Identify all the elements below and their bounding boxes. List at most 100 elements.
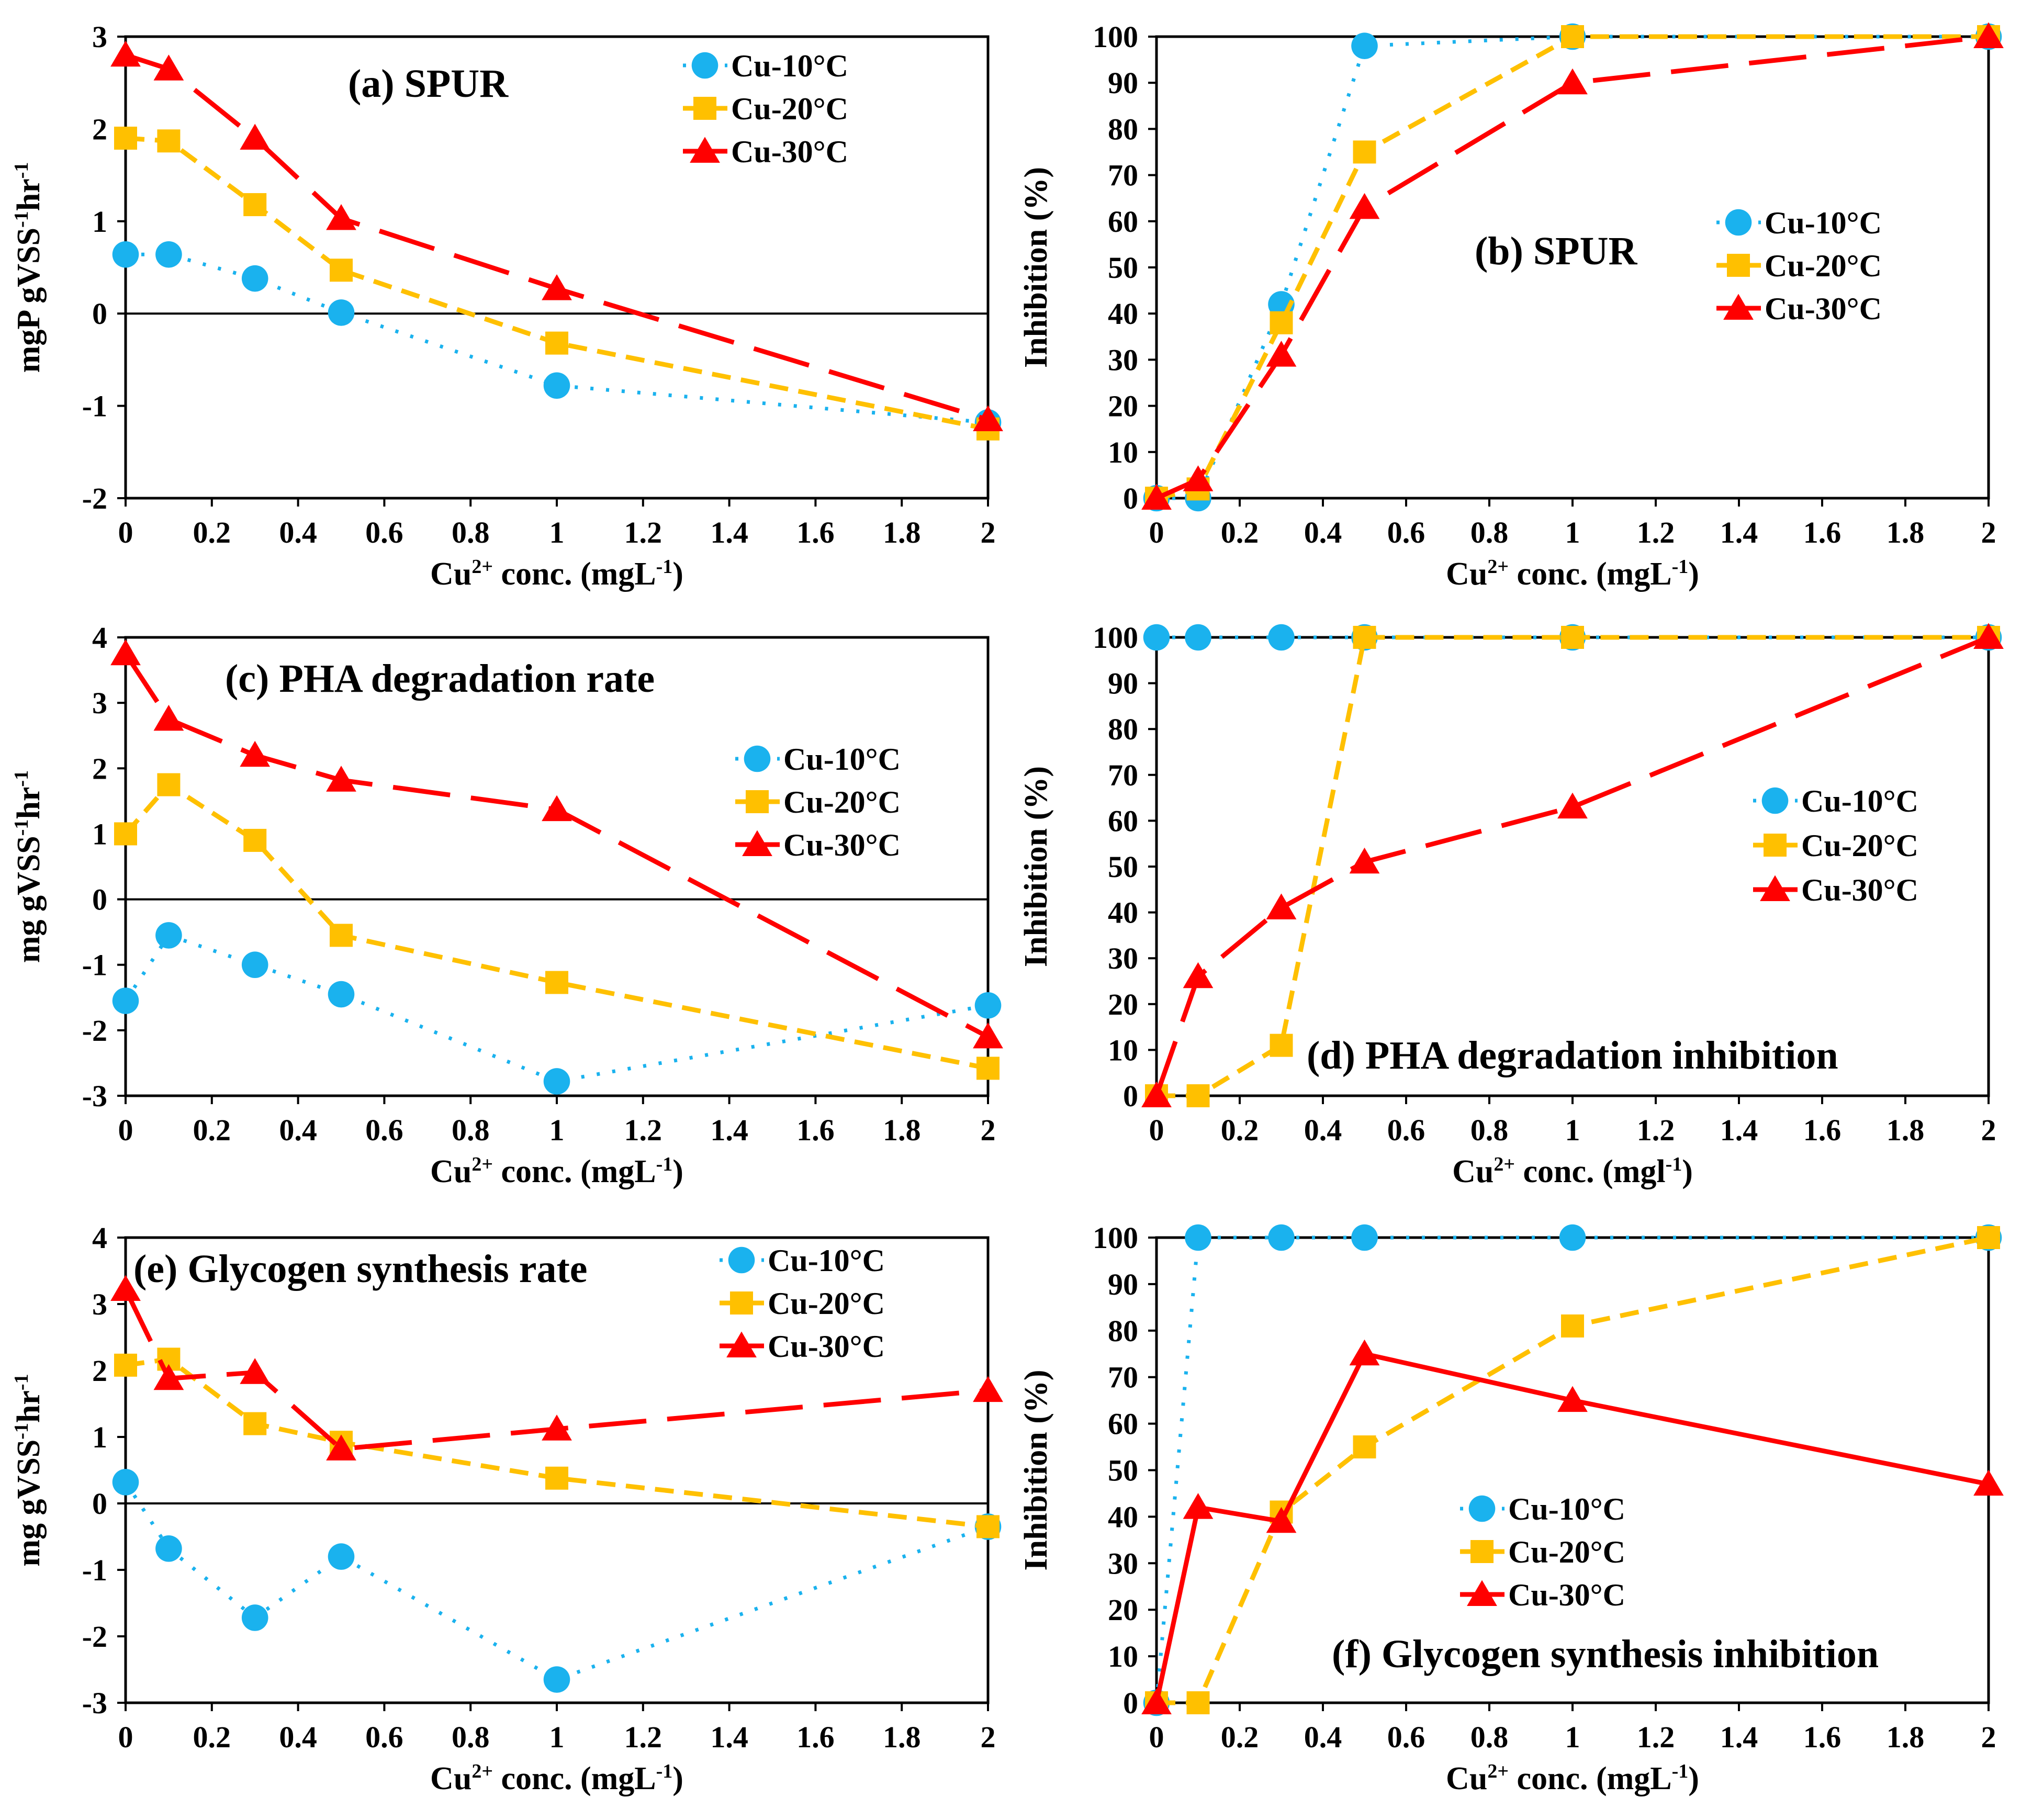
legend-marker	[1467, 1580, 1497, 1606]
data-point-10C	[1351, 1224, 1378, 1251]
y-tick-label: 30	[1108, 1546, 1138, 1580]
x-tick-label: 1.8	[1887, 1720, 1925, 1754]
y-tick-label: 2	[92, 751, 107, 785]
x-tick-label: 1.4	[710, 1113, 748, 1147]
y-axis-label: Inhibition (%)	[1018, 167, 1054, 368]
data-point-20C	[157, 129, 181, 153]
x-tick-label: 0.4	[279, 1113, 317, 1147]
legend-label: Cu-30°C	[1801, 873, 1918, 907]
legend-marker	[1764, 834, 1787, 857]
y-tick-label: 50	[1108, 1454, 1138, 1488]
data-point-30C	[973, 1022, 1003, 1049]
data-point-30C	[326, 204, 356, 230]
y-tick-label: 4	[92, 621, 107, 655]
panel-title: (a) SPUR	[348, 62, 509, 106]
data-point-30C	[1183, 465, 1214, 491]
data-point-30C	[1557, 1386, 1588, 1412]
legend-label: Cu-10°C	[1508, 1492, 1625, 1526]
data-point-20C	[545, 971, 568, 994]
data-point-20C	[1186, 1691, 1210, 1714]
y-tick-label: 1	[92, 817, 107, 851]
data-point-30C	[1349, 847, 1380, 874]
x-tick-label: 2	[981, 1720, 996, 1754]
x-tick-label: 1.8	[883, 1113, 921, 1147]
data-point-30C	[153, 1364, 184, 1390]
y-tick-label: 2	[92, 112, 107, 146]
plot-frame	[1155, 636, 1990, 1097]
y-tick-label: 70	[1108, 758, 1138, 792]
x-tick-label: 0.2	[1221, 1113, 1259, 1147]
panel-f: 0 0.2 0.4 0.6 0.8 1 1.2 1.4 1.6 1.8 20102030405060…	[1018, 1221, 2004, 1796]
x-tick-label: 0.8	[452, 1720, 490, 1754]
x-tick-label: 1.4	[710, 1720, 748, 1754]
y-tick-label: 20	[1108, 389, 1138, 423]
data-point-30C	[542, 795, 572, 822]
series-line-10C	[1154, 1235, 1989, 1703]
data-point-30C	[1557, 68, 1588, 95]
y-tick-label: 20	[1108, 987, 1138, 1021]
y-tick-label: 40	[1108, 1500, 1138, 1534]
data-point-10C	[974, 992, 1002, 1019]
data-point-30C	[1141, 1081, 1172, 1107]
y-tick-label: 0	[1123, 481, 1138, 515]
x-tick-label: 0.6	[1387, 515, 1425, 549]
y-tick-label: 0	[1123, 1079, 1138, 1113]
y-tick-label: 90	[1108, 66, 1138, 100]
x-tick-label: 1.6	[796, 515, 835, 549]
data-point-20C	[1353, 140, 1376, 164]
legend-label: Cu-30°C	[768, 1329, 885, 1364]
x-tick-label: 1.6	[1803, 1720, 1842, 1754]
series-line-20C	[1157, 635, 1989, 1098]
legend-marker	[1761, 787, 1789, 814]
legend-marker	[1725, 209, 1752, 236]
y-tick-label: 100	[1093, 621, 1138, 655]
y-tick-label: 50	[1108, 850, 1138, 884]
x-tick-label: 0.2	[193, 515, 231, 549]
legend-label: Cu-20°C	[731, 92, 848, 126]
y-tick-label: -2	[82, 1014, 107, 1048]
legend-marker	[744, 745, 771, 772]
data-point-10C	[328, 1543, 355, 1570]
legend-label: Cu-20°C	[768, 1286, 885, 1321]
y-tick-label: 2	[92, 1354, 107, 1388]
y-tick-label: 90	[1108, 667, 1138, 701]
x-tick-label: 2	[1981, 515, 1996, 549]
data-point-20C	[1353, 626, 1376, 649]
x-tick-label: 0	[118, 1113, 133, 1147]
y-tick-label: 20	[1108, 1593, 1138, 1627]
x-tick-label: 0	[1149, 515, 1164, 549]
data-point-30C	[153, 704, 184, 731]
legend-marker	[730, 1291, 753, 1315]
legend-marker	[693, 97, 716, 120]
x-tick-label: 0.8	[452, 515, 490, 549]
y-tick-label: 10	[1108, 1639, 1138, 1673]
data-point-10C	[241, 265, 268, 292]
x-tick-label: 1.2	[624, 515, 663, 549]
y-tick-label: 30	[1108, 941, 1138, 975]
data-point-30C	[110, 40, 141, 67]
panel-title: (f) Glycogen synthesis inhibition	[1332, 1632, 1879, 1676]
y-tick-label: 60	[1108, 205, 1138, 239]
x-tick-label: 1	[1565, 1113, 1580, 1147]
x-tick-label: 1.6	[1803, 515, 1842, 549]
x-tick-label: 0.6	[1387, 1720, 1425, 1754]
x-tick-label: 0.2	[193, 1720, 231, 1754]
data-point-30C	[110, 1275, 141, 1301]
data-point-30C	[1266, 341, 1297, 367]
x-tick-label: 0.4	[1304, 1113, 1342, 1147]
x-tick-label: 1	[549, 515, 565, 549]
data-point-10C	[112, 987, 139, 1014]
data-point-20C	[330, 924, 353, 947]
x-tick-label: 1	[549, 1113, 565, 1147]
y-tick-label: 100	[1093, 1221, 1138, 1255]
legend: Cu-10°C Cu-20°C Cu-30°C	[735, 742, 901, 862]
y-tick-label: 0	[92, 297, 107, 331]
x-tick-label: 0.4	[1304, 1720, 1342, 1754]
data-point-30C	[1557, 792, 1588, 819]
legend-label: Cu-10°C	[1765, 206, 1882, 240]
legend-marker	[1723, 294, 1754, 320]
x-tick-label: 1.2	[624, 1113, 663, 1147]
x-tick-label: 0.4	[1304, 515, 1342, 549]
data-point-20C	[976, 1515, 1000, 1538]
legend-marker	[1468, 1495, 1496, 1522]
